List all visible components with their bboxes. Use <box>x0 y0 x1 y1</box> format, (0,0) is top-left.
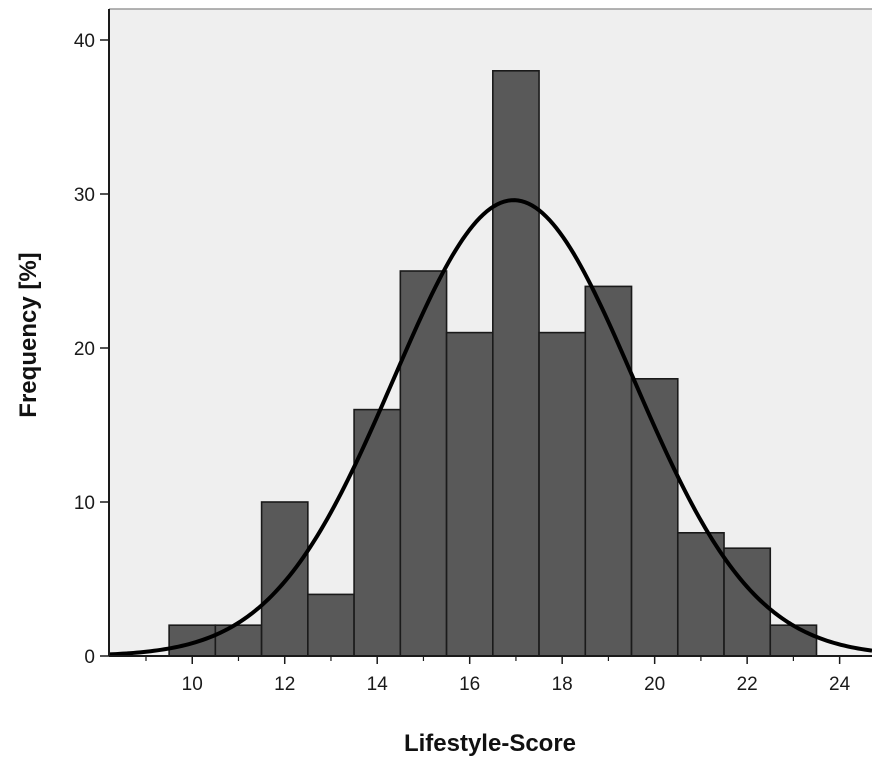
x-tick-label-22: 22 <box>737 674 758 695</box>
histogram-bar-20 <box>630 377 679 657</box>
normal-curve <box>108 198 872 657</box>
histogram-bar-10 <box>168 624 217 657</box>
histogram-bar-13 <box>307 593 355 657</box>
x-tick-label-20: 20 <box>644 674 665 695</box>
y-tick-label-0: 0 <box>84 647 95 668</box>
x-tick-label-24: 24 <box>829 674 851 695</box>
x-tick-label-16: 16 <box>459 674 480 695</box>
histogram-bar-21 <box>676 531 725 657</box>
histogram-bar-16 <box>445 331 494 657</box>
y-tick-label-40: 40 <box>74 31 95 52</box>
x-tick-label-10: 10 <box>182 674 203 695</box>
histogram-bar-15 <box>399 270 448 657</box>
histogram-bar-23 <box>769 624 818 657</box>
y-axis-title: Frequency [%] <box>15 252 42 417</box>
histogram-bar-14 <box>353 408 402 657</box>
bars-group <box>168 70 818 657</box>
histogram-bar-11 <box>214 624 263 657</box>
histogram-bar-17 <box>492 70 540 657</box>
x-axis: 10 12 14 16 18 20 22 24 <box>109 655 872 695</box>
y-tick-label-30: 30 <box>74 185 95 206</box>
x-tick-label-18: 18 <box>552 674 573 695</box>
x-tick-label-12: 12 <box>274 674 295 695</box>
y-tick-label-20: 20 <box>74 339 95 360</box>
x-axis-title: Lifestyle-Score <box>404 730 576 757</box>
y-axis: 0 10 20 30 40 <box>74 9 110 668</box>
histogram-bar-18 <box>538 331 587 657</box>
y-tick-label-10: 10 <box>74 493 95 514</box>
x-tick-label-14: 14 <box>367 674 389 695</box>
histogram-bar-19 <box>584 285 633 657</box>
